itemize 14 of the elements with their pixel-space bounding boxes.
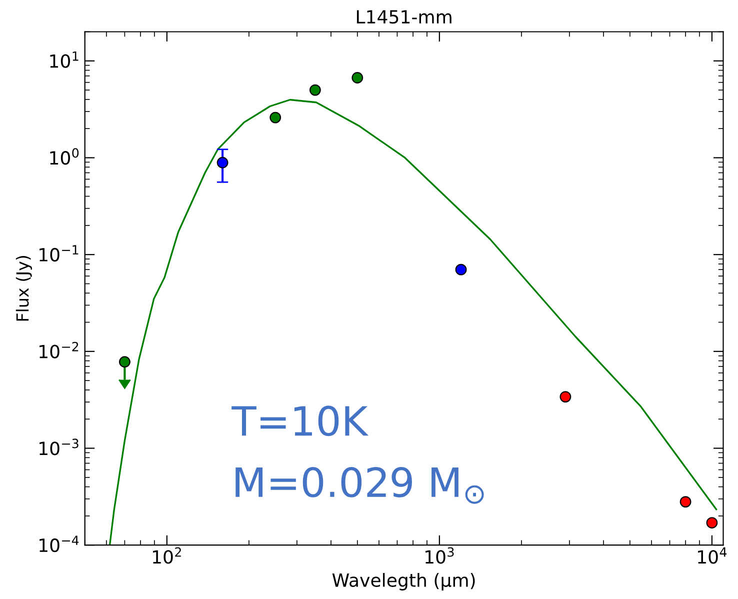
y-tick-label: 10$^{−4}$	[40, 536, 79, 552]
y-tick-label: 10$^{0}$	[50, 148, 79, 165]
y-tick-label: 10$^{−2}$	[40, 342, 78, 358]
y-tick-label: 10$^{−1}$	[40, 245, 78, 262]
y-axis-title: Flux (Jy)	[16, 256, 32, 321]
x-tick-label: 10$^{4}$	[698, 547, 727, 564]
y-tick-label: 10$^{1}$	[50, 52, 78, 68]
y-tick-label: 10$^{−3}$	[40, 438, 78, 456]
chart-title: L1451-mm	[356, 10, 452, 24]
x-tick-label: 10$^{3}$	[426, 547, 454, 564]
x-tick-label: 10$^{2}$	[153, 547, 181, 564]
annotation: T=10K	[232, 406, 369, 436]
annotation: M=0.029 M$_{⊙}$	[236, 466, 484, 504]
x-axis-title: Wavelegth (μm)	[332, 572, 475, 590]
